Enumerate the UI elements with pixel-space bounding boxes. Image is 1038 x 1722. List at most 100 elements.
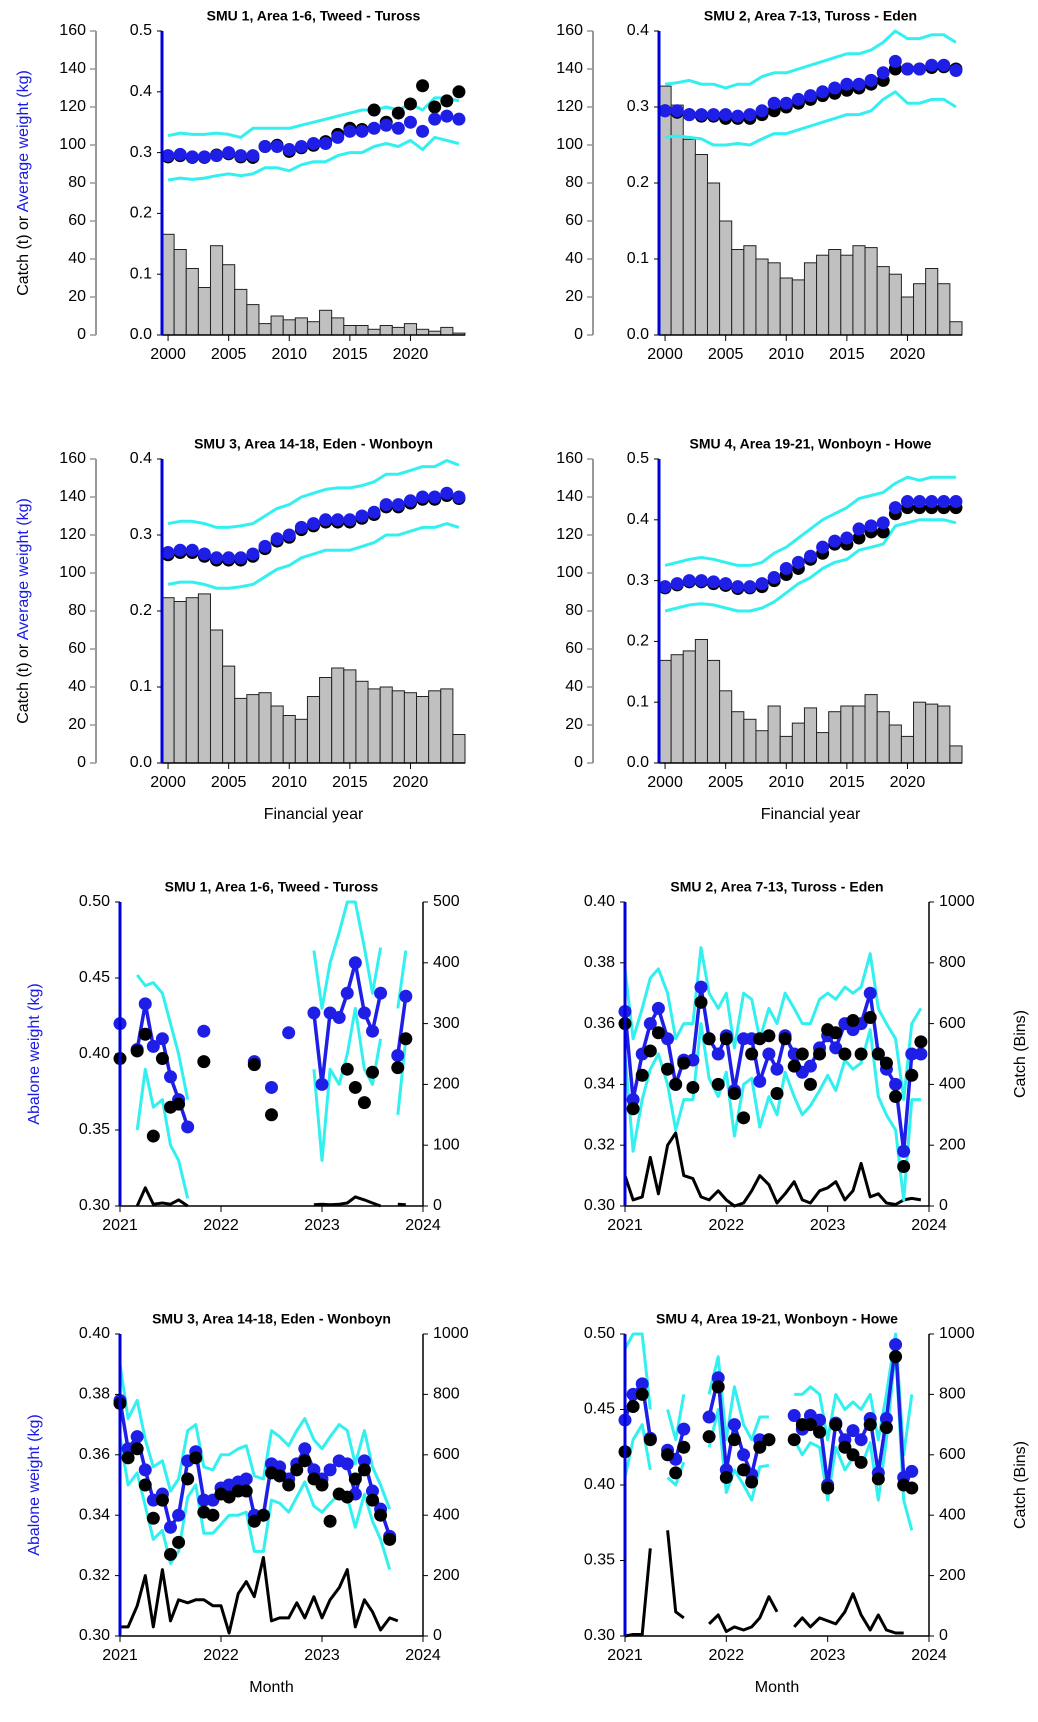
x-tick-label: 2020 xyxy=(393,346,429,363)
x-tick-label: 2020 xyxy=(890,774,926,791)
chart-title: SMU 1, Area 1-6, Tweed - Tuross xyxy=(165,879,379,895)
y2-tick-label: 0 xyxy=(433,1627,442,1644)
y-tick-label: 100 xyxy=(556,136,583,153)
point xyxy=(270,140,284,154)
bar xyxy=(925,703,939,764)
point xyxy=(719,1470,733,1484)
x-tick-label: 2023 xyxy=(810,1647,846,1664)
point xyxy=(189,1451,203,1465)
y2-tick-label: 800 xyxy=(433,1386,460,1403)
point xyxy=(677,1056,691,1070)
point xyxy=(651,1001,665,1015)
point xyxy=(428,490,442,504)
point xyxy=(854,1455,868,1469)
x-tick-label: 2022 xyxy=(709,1217,745,1234)
point xyxy=(737,1463,751,1477)
point xyxy=(355,124,369,138)
bar xyxy=(719,690,733,764)
bar xyxy=(900,296,915,336)
y-tick-label: 0.35 xyxy=(584,1552,615,1569)
point xyxy=(770,1087,784,1101)
line xyxy=(624,1530,904,1638)
bar xyxy=(379,686,393,764)
y2-tick-label: 400 xyxy=(433,1506,460,1523)
point xyxy=(846,1424,860,1438)
point xyxy=(863,1011,877,1025)
point xyxy=(307,517,320,531)
point xyxy=(146,1129,160,1143)
y-tick-label: 80 xyxy=(68,602,86,619)
point xyxy=(246,547,260,561)
bar xyxy=(755,258,769,336)
point xyxy=(416,124,430,138)
y2-tick-label: 0.0 xyxy=(130,326,152,343)
bar xyxy=(682,650,696,764)
point xyxy=(661,1448,675,1462)
y-axis-label-part: Average weight (kg) xyxy=(15,498,32,640)
point xyxy=(197,1024,211,1038)
point xyxy=(816,85,830,99)
point xyxy=(173,543,187,557)
y2-tick-label: 0.4 xyxy=(627,511,649,528)
point xyxy=(707,108,721,122)
point xyxy=(854,1433,868,1447)
panel: SMU 1, Area 1-6, Tweed - Tuross 2000 2005 2… xyxy=(15,8,466,363)
point xyxy=(804,89,817,103)
x-tick-label: 2005 xyxy=(211,346,247,363)
point xyxy=(694,995,708,1009)
point xyxy=(719,1032,733,1046)
line xyxy=(136,900,408,1100)
y-tick-label: 0.35 xyxy=(79,1121,110,1138)
bar xyxy=(161,233,175,336)
bar xyxy=(670,104,684,336)
bar xyxy=(719,220,733,336)
point xyxy=(340,986,354,1000)
point xyxy=(795,1047,809,1061)
point xyxy=(399,989,413,1003)
bar xyxy=(658,85,672,336)
point xyxy=(319,513,333,527)
point xyxy=(635,1377,649,1391)
bar xyxy=(319,309,333,336)
point xyxy=(239,1472,253,1486)
point xyxy=(130,1442,144,1456)
bar xyxy=(258,323,272,336)
bar xyxy=(913,283,927,336)
point xyxy=(164,1520,177,1534)
point xyxy=(682,108,696,122)
y2-tick-label: 1000 xyxy=(939,893,975,910)
y2-tick-label: 400 xyxy=(433,954,460,971)
point xyxy=(282,1026,296,1040)
panel: SMU 2, Area 7-13, Tuross - Eden 2000 2005 2… xyxy=(556,8,963,363)
y-tick-label: 80 xyxy=(565,174,583,191)
bar xyxy=(937,705,951,764)
y-tick-label: 0.30 xyxy=(584,1197,615,1214)
point xyxy=(914,1047,928,1061)
point xyxy=(852,77,866,91)
x-tick-label: 2010 xyxy=(271,774,307,791)
point xyxy=(138,1463,152,1477)
chart-title: SMU 3, Area 14-18, Eden - Wonboyn xyxy=(152,1311,391,1327)
y-axis-label: Catch (t) or Average weight (kg) xyxy=(15,70,32,296)
point xyxy=(753,1074,767,1088)
bar xyxy=(658,659,672,764)
point xyxy=(745,1475,759,1489)
point xyxy=(383,1532,397,1546)
y-tick-label: 140 xyxy=(556,60,583,77)
bar xyxy=(222,264,236,336)
point xyxy=(307,1006,321,1020)
y2-tick-label: 500 xyxy=(433,893,460,910)
point xyxy=(905,1481,919,1495)
bar xyxy=(209,245,224,336)
point xyxy=(727,1087,741,1101)
y-tick-label: 0.32 xyxy=(79,1567,110,1584)
point xyxy=(905,1047,919,1061)
y-tick-label: 0.45 xyxy=(79,969,110,986)
point xyxy=(949,64,963,78)
point xyxy=(348,1472,362,1486)
y2-tick-label: 0.0 xyxy=(130,754,152,771)
point xyxy=(265,1108,278,1122)
point xyxy=(146,1039,160,1053)
point xyxy=(889,1350,903,1364)
point xyxy=(379,498,393,512)
